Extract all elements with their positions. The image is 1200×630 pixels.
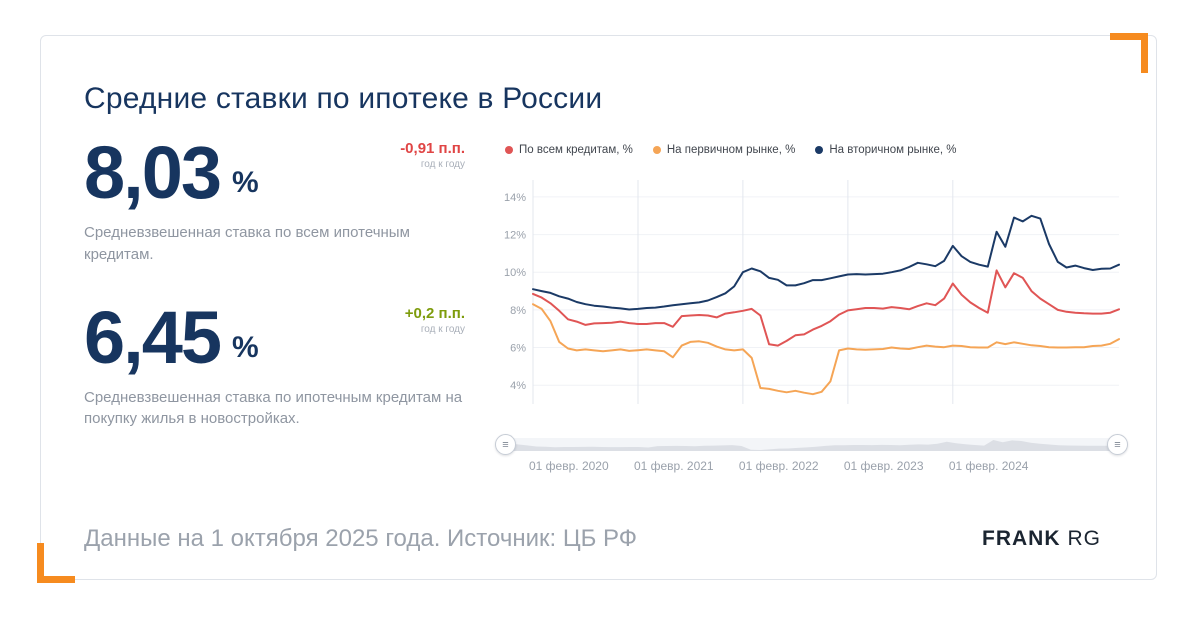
scrollbar-handle-right[interactable]: ≡ xyxy=(1107,434,1128,455)
svg-text:14%: 14% xyxy=(504,192,526,204)
stat-value: 6,45 xyxy=(84,295,222,379)
svg-text:8%: 8% xyxy=(510,305,526,317)
x-tick-label: 01 февр. 2023 xyxy=(843,459,924,473)
scrollbar-preview-area xyxy=(499,440,1124,451)
scrollbar-track[interactable] xyxy=(499,438,1124,451)
chart-column: По всем кредитам, % На первичном рынке, … xyxy=(495,138,1131,477)
chart-plot-area: 4% 6% 8% 10% 12% 14% xyxy=(504,180,1120,404)
stat-delta-note: год к году xyxy=(420,159,465,170)
brand-logo: FRANK RG xyxy=(982,527,1101,551)
card-footer: Данные на 1 октября 2025 года. Источник:… xyxy=(84,525,1101,553)
svg-text:4%: 4% xyxy=(510,380,526,392)
corner-bracket-bottom-left-icon xyxy=(37,543,75,583)
svg-text:10%: 10% xyxy=(504,267,526,279)
x-axis-labels: 01 февр. 2020 01 февр. 2021 01 февр. 2022 0… xyxy=(499,459,1124,477)
svg-text:12%: 12% xyxy=(504,230,526,242)
x-tick-label: 01 февр. 2022 xyxy=(738,459,819,473)
legend-dot-icon xyxy=(505,146,513,154)
chart-scrollbar[interactable]: ≡ ≡ xyxy=(495,434,1128,456)
legend-item-secondary-market[interactable]: На вторичном рынке, % xyxy=(815,144,956,156)
brand-logo-secondary: RG xyxy=(1067,527,1101,550)
legend-item-primary-market[interactable]: На первичном рынке, % xyxy=(652,144,796,156)
stat-value: 8,03 xyxy=(84,131,222,214)
x-tick-label: 01 февр. 2020 xyxy=(529,459,609,473)
page-title: Средние ставки по ипотеке в России xyxy=(84,82,603,115)
stat-primary-market: 6,45 % +0,2 п.п. год к году Средневзвеше… xyxy=(84,295,481,430)
chart-legend: По всем кредитам, % На первичном рынке, … xyxy=(505,144,1131,156)
legend-label: На вторичном рынке, % xyxy=(829,144,957,156)
scrollbar-handle-left[interactable]: ≡ xyxy=(495,434,516,455)
drag-handle-icon: ≡ xyxy=(502,438,509,451)
legend-item-all-loans[interactable]: По всем кредитам, % xyxy=(505,144,633,156)
stat-all-loans: 8,03 % -0,91 п.п. год к году Средневзвеш… xyxy=(84,131,481,265)
legend-label: На первичном рынке, % xyxy=(666,144,796,156)
drag-handle-icon: ≡ xyxy=(1114,438,1121,451)
legend-dot-icon xyxy=(652,146,661,154)
x-tick-label: 01 февр. 2024 xyxy=(948,459,1029,473)
data-source-note: Данные на 1 октября 2025 года. Источник:… xyxy=(84,525,637,552)
stat-unit: % xyxy=(232,331,259,365)
stat-unit: % xyxy=(232,166,259,200)
x-tick-label: 01 февр. 2021 xyxy=(633,459,714,473)
stat-delta-note: год к году xyxy=(420,323,465,335)
brand-logo-primary: FRANK xyxy=(982,527,1061,550)
stat-caption: Средневзвешенная ставка по всем ипотечны… xyxy=(84,224,410,263)
stat-delta: +0,2 п.п. xyxy=(404,304,465,322)
stat-delta-block: +0,2 п.п. год к году xyxy=(405,303,465,335)
line-chart: 4% 6% 8% 10% 12% 14% xyxy=(499,164,1124,432)
stats-column: 8,03 % -0,91 п.п. год к году Средневзвеш… xyxy=(84,131,481,477)
legend-label: По всем кредитам, % xyxy=(519,144,633,156)
svg-text:6%: 6% xyxy=(510,343,526,355)
corner-bracket-top-right-icon xyxy=(1110,33,1148,73)
legend-dot-icon xyxy=(815,146,824,154)
infographic-card: Средние ставки по ипотеке в России 8,03 … xyxy=(37,33,1157,583)
stat-caption: Средневзвешенная ставка по ипотечным кре… xyxy=(84,389,463,428)
stat-delta: -0,91 п.п. xyxy=(400,140,465,157)
stat-delta-block: -0,91 п.п. год к году xyxy=(400,138,465,170)
